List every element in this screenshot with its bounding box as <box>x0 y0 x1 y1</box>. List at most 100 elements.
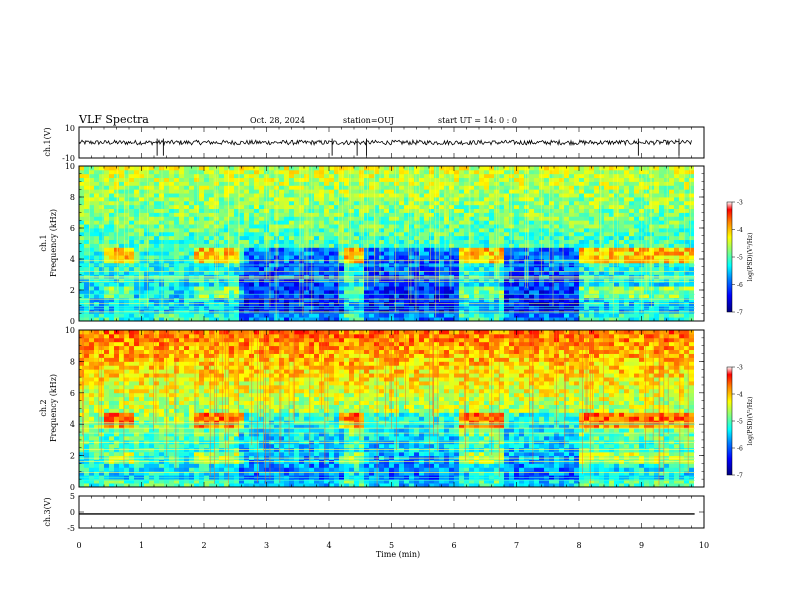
spectrogram-cell <box>124 224 130 229</box>
spectrogram-cell <box>544 185 550 190</box>
spectrogram-cell <box>659 173 665 179</box>
spectrogram-cell <box>604 270 610 275</box>
spectrogram-cell <box>589 255 595 260</box>
spectrogram-cell <box>334 220 340 225</box>
spectrogram-cell <box>249 313 255 318</box>
spectrogram-cell <box>684 193 690 198</box>
spectrogram-cell <box>489 208 495 213</box>
spectrogram-cell <box>504 169 510 175</box>
spectrogram-cell <box>389 239 395 244</box>
spectrogram-cell <box>454 220 460 225</box>
spectrogram-cell <box>349 208 355 213</box>
spectrogram-cell <box>644 286 650 291</box>
spectrogram-cell <box>419 317 425 321</box>
spectrogram-cell <box>699 293 704 299</box>
spectrogram-cell <box>89 220 95 225</box>
spectrogram-cell <box>549 282 555 287</box>
spectrogram-cell <box>324 216 330 221</box>
spectrogram-cell <box>519 173 525 179</box>
spectrogram-cell <box>569 239 575 244</box>
spectrogram-cell <box>169 286 175 291</box>
spectrogram-cell <box>234 193 240 198</box>
spectrogram-cell <box>369 270 375 275</box>
spectrogram-cell <box>84 247 90 252</box>
spectrogram-cell <box>299 251 305 256</box>
spectrogram-cell <box>514 313 520 318</box>
spectrogram-cell <box>269 173 275 179</box>
spectrogram-cell <box>269 282 275 287</box>
spectrogram-cell <box>659 293 665 299</box>
spectrogram-cell <box>579 200 585 206</box>
spectrogram-cell <box>189 228 195 233</box>
spectrogram-cell <box>619 301 625 306</box>
spectrogram-cell <box>189 305 195 310</box>
spectrogram-cell <box>679 216 685 221</box>
spectrogram-cell <box>174 317 180 321</box>
spectrogram-cell <box>634 251 640 256</box>
spectrogram-cell <box>319 313 325 318</box>
spectrogram-cell <box>659 266 665 272</box>
spectrogram-cell <box>589 243 595 248</box>
spectrogram-cell <box>344 224 350 229</box>
spectrogram-cell <box>684 301 690 306</box>
spectrogram-cell <box>499 173 505 179</box>
spectrogram-cell <box>214 282 220 287</box>
spectrogram-cell <box>199 247 205 252</box>
spectrogram-cell <box>374 255 380 260</box>
spectrogram-cell <box>329 212 335 217</box>
spectrogram-cell <box>619 305 625 310</box>
spectrogram-cell <box>474 317 480 321</box>
spectrogram-cell <box>514 204 520 210</box>
spectrogram-cell <box>534 235 540 241</box>
spectrogram-cell <box>274 266 280 272</box>
spectrogram-cell <box>199 193 205 198</box>
spectrogram-cell <box>654 239 660 244</box>
spectrogram-cell <box>174 166 180 171</box>
spectrogram-cell <box>239 208 245 213</box>
spectrogram-cell <box>479 239 485 244</box>
spectrogram-cell <box>134 293 140 299</box>
spectrogram-cell <box>269 228 275 233</box>
spectrogram-cell <box>204 197 210 202</box>
spectrogram-cell <box>339 212 345 217</box>
spectrogram-cell <box>324 239 330 244</box>
spectrogram-cell <box>204 290 210 295</box>
spectrogram-cell <box>89 235 95 241</box>
spectrogram-cell <box>174 239 180 244</box>
spectrogram-cell <box>579 290 585 295</box>
spectrogram-cell <box>189 204 195 210</box>
spectrogram-cell <box>519 169 525 175</box>
spectrogram-cell <box>579 181 585 186</box>
spectrogram-cell <box>139 251 145 256</box>
spectrogram-cell <box>399 286 405 291</box>
spectrogram-cell <box>349 243 355 248</box>
spectrogram-cell <box>359 286 365 291</box>
spectrogram-cell <box>594 220 600 225</box>
spectrogram-cell <box>524 177 530 182</box>
spectrogram-cell <box>299 266 305 272</box>
spectrogram-cell <box>144 235 150 241</box>
spectrogram-cell <box>544 259 550 264</box>
spectrogram-cell <box>264 293 270 299</box>
spectrogram-cell <box>394 301 400 306</box>
spectrogram-cell <box>374 259 380 264</box>
spectrogram-cell <box>479 204 485 210</box>
spectrogram-cell <box>549 270 555 275</box>
spectrogram-cell <box>319 208 325 213</box>
spectrogram-cell <box>674 317 680 321</box>
spectrogram-cell <box>559 255 565 260</box>
spectrogram-cell <box>504 189 510 194</box>
spectrogram-cell <box>674 247 680 252</box>
spectrogram-cell <box>409 293 415 299</box>
spectrogram-cell <box>144 305 150 310</box>
spectrogram-cell <box>459 204 465 210</box>
spectrogram-cell <box>99 305 105 310</box>
spectrogram-cell <box>434 166 440 171</box>
spectrogram-cell <box>434 290 440 295</box>
spectrogram-cell <box>584 185 590 190</box>
spectrogram-cell <box>89 224 95 229</box>
spectrogram-cell <box>344 212 350 217</box>
spectrogram-cell <box>654 278 660 283</box>
spectrogram-cell <box>584 297 590 303</box>
spectrogram-cell <box>454 166 460 171</box>
